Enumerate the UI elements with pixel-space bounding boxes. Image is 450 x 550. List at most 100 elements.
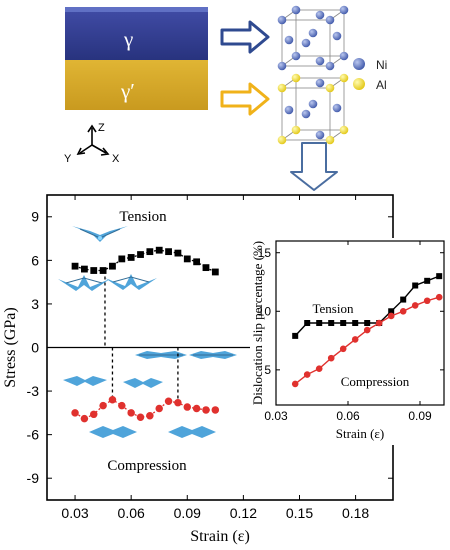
main-data-point-circle	[146, 412, 154, 420]
md-snapshot-compression-5	[89, 426, 137, 438]
main-data-point-circle	[164, 397, 173, 405]
inset-data-point-square	[388, 308, 395, 315]
down-arrow	[290, 142, 338, 191]
inset-data-point-square	[340, 320, 347, 326]
al-legend-dot	[353, 78, 365, 90]
inset-data-point-circle	[327, 354, 335, 362]
gamma-prime-slab	[65, 60, 208, 110]
main-data-point-square	[81, 265, 88, 273]
inset-data-point-circle	[351, 336, 359, 343]
inset-data-point-square	[412, 282, 419, 289]
inset-annotation-tension: Tension	[313, 301, 354, 316]
ni-legend-label: Ni	[376, 58, 387, 72]
md-snapshot-tension-3	[105, 274, 157, 290]
inset-data-point-square	[328, 320, 335, 326]
al-legend-label: Al	[376, 78, 387, 92]
inset-data-point-circle	[387, 312, 395, 320]
main-data-point-square	[109, 262, 116, 270]
main-data-point-square	[193, 258, 201, 266]
main-annotation-tension: Tension	[119, 209, 167, 225]
inset-data-point-circle	[291, 380, 299, 388]
inset-y-axis-title: Dislocation slip percentage (%)	[250, 241, 265, 405]
main-data-point-circle	[155, 404, 163, 413]
md-snapshot-tension-1	[72, 226, 128, 242]
main-x-tick-label: 0.06	[118, 505, 145, 521]
main-data-point-square	[146, 248, 154, 256]
inset-data-point-circle	[363, 326, 371, 334]
coordinate-axes-icon	[76, 124, 110, 156]
ni-legend-dot	[353, 58, 365, 70]
gamma-label: γ	[123, 27, 133, 51]
main-data-point-square	[155, 246, 163, 254]
gamma-atoms	[277, 5, 349, 71]
main-y-tick-label: -9	[27, 470, 40, 486]
gamma-prime-atoms	[277, 73, 349, 145]
inset-data-point-square	[400, 296, 407, 303]
main-x-tick-label: 0.09	[174, 505, 201, 521]
md-snapshot-compression-4	[123, 378, 163, 388]
inset-x-axis-title: Strain (ε)	[336, 426, 384, 441]
md-snapshot-compression-3	[63, 376, 107, 386]
inset-data-point-square	[424, 277, 431, 284]
main-y-axis-title: Stress (GPa)	[2, 307, 19, 387]
inset-data-point-circle	[435, 293, 443, 301]
main-y-tick-label: 3	[31, 296, 39, 312]
main-data-point-circle	[118, 401, 126, 410]
md-snapshot-compression-6	[168, 426, 216, 438]
main-data-point-circle	[127, 409, 135, 417]
inset-data-point-square	[304, 320, 311, 326]
main-data-point-square	[118, 255, 126, 263]
inset-y-tick-label: 10	[258, 304, 272, 318]
inset-plot-frame	[275, 240, 445, 406]
axis-y-label: Y	[64, 153, 72, 165]
main-data-point-circle	[174, 398, 182, 407]
main-x-tick-label: 0.15	[286, 505, 313, 521]
main-y-tick-label: -6	[27, 427, 40, 443]
main-annotation-compression: Compression	[107, 458, 187, 474]
main-y-tick-label: 0	[31, 339, 39, 355]
yellow-arrow	[220, 82, 270, 116]
inset-x-tick-label: 0.03	[264, 409, 288, 423]
main-data-point-square	[71, 262, 79, 270]
inset-data-point-square	[316, 320, 323, 326]
main-y-tick-label: -3	[27, 383, 40, 399]
main-data-point-circle	[90, 410, 98, 419]
inset-data-point-square	[292, 332, 299, 339]
inset-data-point-square	[352, 320, 359, 326]
md-snapshots	[58, 226, 237, 438]
main-y-tick-label: 9	[31, 209, 39, 225]
main-data-point-square	[174, 249, 182, 257]
main-x-tick-label: 0.18	[342, 505, 369, 521]
md-snapshot-compression-2	[189, 351, 237, 359]
inset-data-point-circle	[315, 365, 323, 372]
gamma-slab	[65, 7, 208, 60]
main-series-line-0	[74, 249, 216, 273]
main-data-point-circle	[192, 404, 201, 413]
main-data-point-square	[90, 267, 98, 274]
axis-z-label: Z	[98, 122, 105, 134]
main-data-point-square	[165, 248, 172, 256]
axis-x-label: X	[112, 153, 120, 165]
main-data-point-circle	[108, 396, 117, 404]
inset-data-point-circle	[423, 297, 431, 305]
md-snapshot-tension-2	[58, 275, 110, 291]
main-data-point-square	[137, 251, 144, 258]
main-data-point-square	[211, 268, 219, 276]
inset-data-point-circle	[399, 307, 407, 315]
main-data-point-circle	[136, 413, 145, 421]
main-data-point-square	[202, 264, 210, 272]
inset-data-point-circle	[303, 371, 311, 378]
inset-x-tick-label: 0.09	[408, 409, 432, 423]
inset-data-point-square	[436, 273, 443, 280]
gamma-prime-label: γ′	[120, 79, 135, 103]
inset-annotation-compression: Compression	[341, 374, 410, 389]
main-data-point-circle	[71, 409, 79, 417]
inset-background	[250, 238, 448, 445]
main-data-point-circle	[99, 401, 107, 410]
inset-data-point-circle	[375, 319, 383, 327]
inset-y-tick-label: 15	[258, 246, 272, 260]
main-data-point-circle	[183, 403, 192, 411]
inset-y-tick-label: 5	[264, 363, 271, 377]
md-snapshot-compression-1	[135, 351, 187, 359]
